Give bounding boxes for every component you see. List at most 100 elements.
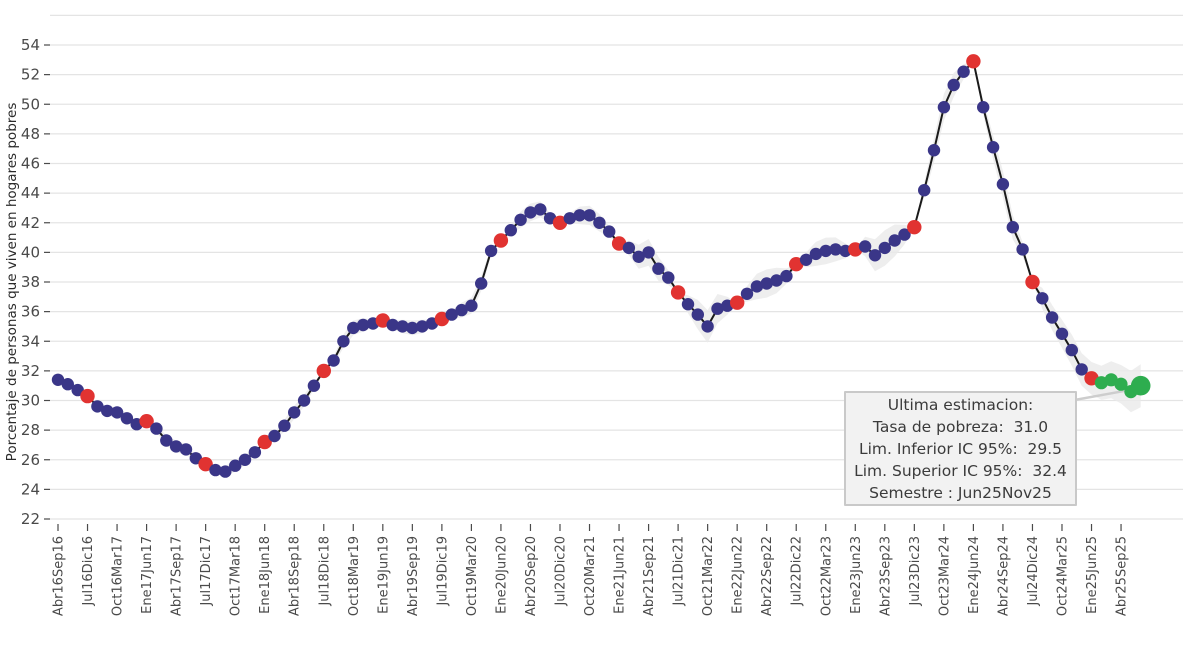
y-tick-label: 52 bbox=[21, 66, 40, 84]
x-tick-label: Abr22Sep22 bbox=[760, 536, 775, 616]
data-point bbox=[1065, 343, 1079, 357]
data-point bbox=[484, 244, 498, 258]
data-point-official bbox=[80, 388, 95, 404]
y-tick-label: 54 bbox=[21, 36, 40, 54]
y-tick-label: 42 bbox=[21, 214, 40, 232]
data-point bbox=[51, 373, 65, 386]
annotation-title: Ultima estimacion: bbox=[887, 395, 1034, 414]
y-tick-label: 48 bbox=[21, 125, 40, 143]
data-point bbox=[918, 184, 931, 197]
x-tick-label: Ene18Jun18 bbox=[258, 536, 273, 614]
annotation-semestre: Semestre : Jun25Nov25 bbox=[869, 483, 1052, 502]
data-point-official bbox=[552, 215, 568, 230]
annotation-lim-superior: Lim. Superior IC 95%: 32.4 bbox=[854, 461, 1067, 480]
data-point bbox=[120, 412, 134, 425]
data-point bbox=[681, 298, 695, 311]
x-tick-label: Oct24Mar25 bbox=[1055, 536, 1070, 616]
x-tick-label: Ene19Jun19 bbox=[376, 536, 391, 614]
y-tick-label: 24 bbox=[21, 480, 40, 498]
data-point bbox=[91, 400, 104, 413]
data-point bbox=[307, 379, 321, 392]
data-point-official bbox=[611, 236, 627, 251]
x-tick-label: Jul23Dic23 bbox=[908, 536, 923, 607]
gridlines bbox=[50, 14, 1183, 520]
last-estimate-annotation: Ultima estimacion: Tasa de pobreza: 31.0… bbox=[844, 391, 1077, 506]
data-point bbox=[819, 244, 832, 258]
data-point-official bbox=[789, 257, 804, 272]
x-tick-label: Ene24Jun24 bbox=[967, 536, 982, 614]
data-point bbox=[1006, 221, 1019, 234]
x-tick-label: Oct17Mar18 bbox=[229, 536, 244, 616]
x-tick-label: Abr19Sep19 bbox=[406, 536, 421, 616]
y-tick-label: 50 bbox=[21, 95, 40, 113]
data-point bbox=[937, 101, 951, 114]
y-tick-label: 32 bbox=[21, 362, 40, 380]
x-tick-label: Oct16Mar17 bbox=[111, 536, 126, 616]
data-point-official bbox=[670, 285, 686, 300]
y-tick-label: 30 bbox=[21, 392, 40, 410]
y-tick-label: 26 bbox=[21, 451, 40, 469]
annotation-lim-inferior: Lim. Inferior IC 95%: 29.5 bbox=[858, 439, 1063, 458]
x-tick-label: Ene22Jun22 bbox=[731, 536, 746, 614]
data-point bbox=[662, 271, 675, 284]
data-point-last-estimate bbox=[1130, 375, 1151, 396]
x-tick-label: Abr23Sep23 bbox=[878, 536, 893, 616]
annotation-tasa: Tasa de pobreza: 31.0 bbox=[872, 417, 1049, 436]
data-point bbox=[829, 243, 842, 256]
data-point-official bbox=[966, 54, 981, 69]
x-tick-label: Oct21Mar22 bbox=[701, 536, 716, 616]
data-points bbox=[51, 54, 1151, 478]
data-point bbox=[573, 209, 586, 222]
y-tick-label: 36 bbox=[21, 303, 40, 321]
y-tick-label: 34 bbox=[21, 332, 40, 350]
data-point-official bbox=[493, 233, 509, 248]
data-point-estimate bbox=[1114, 377, 1128, 391]
data-point bbox=[996, 178, 1010, 191]
x-tick-label: Abr16Sep16 bbox=[52, 536, 67, 616]
data-point bbox=[110, 406, 124, 419]
x-tick-label: Oct18Mar19 bbox=[347, 536, 362, 616]
x-tick-label: Jul20Dic20 bbox=[553, 536, 568, 607]
data-point bbox=[957, 65, 970, 78]
x-tick-label: Jul24Dic24 bbox=[1026, 536, 1041, 607]
data-point bbox=[593, 216, 606, 229]
data-point bbox=[356, 318, 370, 332]
data-point bbox=[780, 269, 793, 283]
data-point bbox=[524, 206, 537, 219]
data-point bbox=[740, 287, 754, 300]
data-point bbox=[337, 335, 350, 348]
x-axis: Abr16Sep16 Jul16Dic16 Oct16Mar17 Ene17Jun17… bbox=[52, 524, 1130, 616]
data-point bbox=[858, 240, 872, 253]
data-point-official bbox=[848, 242, 863, 257]
data-point bbox=[1045, 311, 1059, 324]
data-point bbox=[642, 246, 655, 259]
x-tick-label: Jul18Dic18 bbox=[317, 536, 332, 607]
data-point bbox=[61, 378, 74, 391]
x-tick-label: Jul21Dic21 bbox=[672, 536, 687, 607]
data-point bbox=[1016, 243, 1029, 256]
x-tick-label: Ene17Jun17 bbox=[140, 536, 155, 614]
data-point-official bbox=[139, 414, 154, 429]
data-point bbox=[760, 277, 773, 290]
x-tick-label: Abr21Sep21 bbox=[642, 536, 657, 616]
data-point bbox=[238, 453, 252, 466]
y-tick-label: 40 bbox=[21, 243, 40, 261]
data-point bbox=[219, 465, 232, 478]
data-point bbox=[278, 419, 291, 432]
data-point bbox=[947, 78, 960, 92]
x-tick-label: Ene25Jun25 bbox=[1085, 536, 1100, 614]
data-point bbox=[622, 241, 636, 255]
data-point bbox=[504, 224, 517, 237]
data-point bbox=[396, 320, 409, 333]
data-point bbox=[455, 303, 468, 317]
y-tick-label: 38 bbox=[21, 273, 40, 291]
data-point bbox=[268, 429, 281, 443]
x-tick-label: Jul22Dic22 bbox=[790, 536, 805, 607]
data-point-official bbox=[257, 434, 272, 450]
data-point bbox=[229, 459, 242, 472]
x-tick-label: Ene20Jun20 bbox=[494, 536, 509, 614]
x-tick-label: Abr24Sep24 bbox=[996, 536, 1011, 616]
data-point bbox=[416, 320, 429, 333]
data-point bbox=[248, 446, 262, 459]
